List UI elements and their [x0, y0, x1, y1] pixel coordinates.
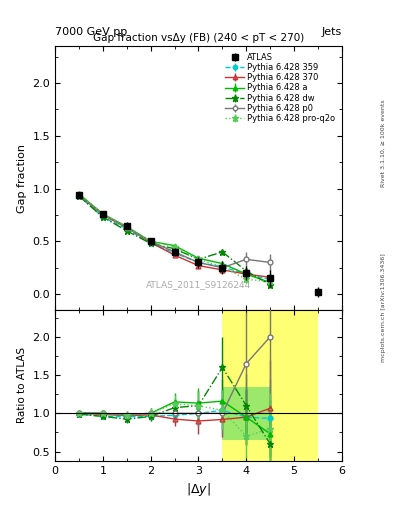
Bar: [222, 308, 318, 461]
Y-axis label: Gap fraction: Gap fraction: [17, 143, 27, 212]
Text: Rivet 3.1.10, ≥ 100k events: Rivet 3.1.10, ≥ 100k events: [381, 99, 386, 187]
Title: Gap fraction vsΔy (FB) (240 < pT < 270): Gap fraction vsΔy (FB) (240 < pT < 270): [93, 33, 304, 42]
Legend: ATLAS, Pythia 6.428 359, Pythia 6.428 370, Pythia 6.428 a, Pythia 6.428 dw, Pyth: ATLAS, Pythia 6.428 359, Pythia 6.428 37…: [223, 50, 338, 126]
X-axis label: |$\Delta y$|: |$\Delta y$|: [186, 481, 211, 498]
Y-axis label: Ratio to ATLAS: Ratio to ATLAS: [17, 347, 27, 423]
Text: ATLAS_2011_S9126244: ATLAS_2011_S9126244: [146, 280, 251, 289]
Text: Jets: Jets: [321, 27, 342, 37]
Bar: [222, 387, 270, 440]
Text: 7000 GeV pp: 7000 GeV pp: [55, 27, 127, 37]
Text: mcplots.cern.ch [arXiv:1306.3436]: mcplots.cern.ch [arXiv:1306.3436]: [381, 253, 386, 361]
